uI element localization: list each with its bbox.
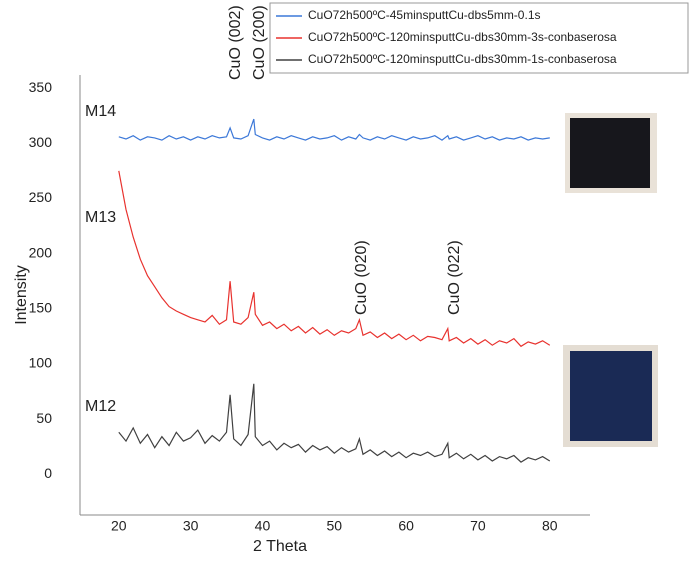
- x-tick-label: 70: [470, 518, 486, 534]
- annotation: CuO (200): [251, 5, 268, 80]
- series-line: [118, 118, 550, 141]
- legend-box: [269, 2, 689, 74]
- x-axis-title: 2 Theta: [253, 538, 307, 555]
- series-line: [118, 383, 551, 463]
- y-axis-title: Intensity: [13, 265, 30, 325]
- legend-label: CuO72h500ºC-45minsputtCu-dbs5mm-0.1s: [308, 8, 541, 22]
- y-tick-label: 150: [29, 299, 53, 315]
- y-tick-label: 50: [36, 410, 52, 426]
- annotation: CuO (022): [446, 240, 463, 315]
- series-line: [118, 170, 551, 348]
- x-tick-label: 60: [398, 518, 414, 534]
- annotation: CuO (002): [227, 5, 244, 80]
- x-tick-label: 40: [255, 518, 271, 534]
- y-tick-label: 350: [29, 79, 53, 95]
- legend-label: CuO72h500ºC-120minsputtCu-dbs30mm-1s-con…: [308, 52, 617, 66]
- sample-photo-inner: [570, 351, 652, 441]
- y-tick-label: 0: [44, 465, 52, 481]
- x-tick-label: 20: [111, 518, 127, 534]
- annotation: M14: [85, 103, 116, 120]
- annotation: M13: [85, 209, 116, 226]
- legend-label: CuO72h500ºC-120minsputtCu-dbs30mm-3s-con…: [308, 30, 617, 44]
- y-tick-label: 250: [29, 189, 53, 205]
- x-tick-label: 80: [542, 518, 558, 534]
- annotation: M12: [85, 398, 116, 415]
- x-tick-label: 30: [183, 518, 199, 534]
- sample-photo-inner: [570, 118, 650, 188]
- x-tick-label: 50: [326, 518, 342, 534]
- y-tick-label: 300: [29, 134, 53, 150]
- y-tick-label: 100: [29, 355, 53, 371]
- annotation: CuO (020): [353, 240, 370, 315]
- legend: CuO72h500ºC-45minsputtCu-dbs5mm-0.1s CuO7…: [276, 8, 617, 66]
- y-tick-label: 200: [29, 244, 53, 260]
